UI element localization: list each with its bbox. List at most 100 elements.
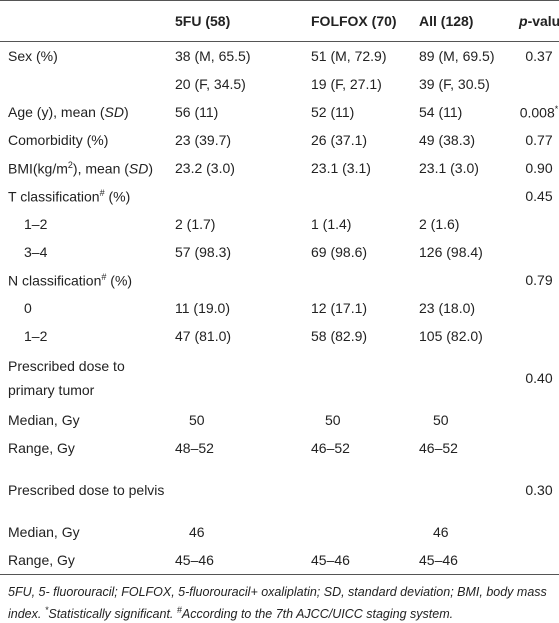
table-row: Sex (%) 38 (M, 65.5) 51 (M, 72.9) 89 (M, 69… [0, 42, 559, 71]
row-label: Range, Gy [8, 440, 75, 456]
cell: 0.79 [525, 272, 553, 288]
table-row: Prescribed dose to primary tumor 0.40 [0, 350, 559, 406]
table-row: BMI(kg/m2), mean (SD) 23.2 (3.0) 23.1 (3.1… [0, 154, 559, 182]
row-label: BMI(kg/m2), mean (SD) [0, 154, 167, 182]
cell-text: 2 [67, 159, 73, 170]
cell-text: (%) [104, 188, 131, 205]
cell [519, 210, 559, 238]
footnote-text: According to the 7th AJCC/UICC staging s… [181, 607, 454, 622]
cell-text: BMI(kg/m [8, 160, 68, 177]
table-row: 3–4 57 (98.3) 69 (98.6) 126 (98.4) [0, 238, 559, 266]
cell: 46–52 [419, 440, 458, 456]
cell [167, 266, 303, 294]
cell: 23.2 (3.0) [175, 160, 235, 176]
table-row: 20 (F, 34.5) 19 (F, 27.1) 39 (F, 30.5) [0, 70, 559, 98]
cell: 105 (82.0) [419, 328, 483, 344]
cell: 39 (F, 30.5) [419, 76, 490, 92]
cell [303, 462, 411, 518]
cell: 2 (1.6) [419, 216, 460, 232]
cell-text: * [554, 103, 559, 114]
cell: 48–52 [175, 440, 214, 456]
table-row: Comorbidity (%) 23 (39.7) 26 (37.1) 49 (38.… [0, 126, 559, 154]
table-row: 0 11 (19.0) 12 (17.1) 23 (18.0) [0, 294, 559, 322]
cell: 19 (F, 27.1) [311, 76, 382, 92]
cell: 46 [189, 524, 205, 540]
cell: 23.1 (3.0) [419, 160, 479, 176]
table-row: Range, Gy 48–52 46–52 46–52 [0, 434, 559, 462]
footnote: 5FU, 5- fluorouracil; FOLFOX, 5-fluorour… [0, 575, 559, 623]
cell: 52 (11) [311, 104, 355, 120]
cell: 1 (1.4) [311, 216, 352, 232]
cell: 57 (98.3) [175, 244, 232, 260]
row-label: Sex (%) [8, 48, 58, 64]
row-label: Comorbidity (%) [8, 132, 109, 148]
cell [519, 546, 559, 575]
header-cell: FOLFOX (70) [303, 0, 411, 42]
cell: 45–46 [303, 546, 411, 575]
table-row: N classification# (%) 0.79 [0, 266, 559, 294]
cell [303, 182, 411, 210]
cell [519, 322, 559, 350]
row-label: Median, Gy [8, 524, 80, 540]
cell: 47 (81.0) [175, 328, 232, 344]
cell [519, 294, 559, 322]
cell: 0.77 [525, 132, 553, 148]
cell [519, 406, 559, 434]
cell: 49 (38.3) [419, 132, 476, 148]
cell: 0.30 [525, 482, 553, 498]
cell [519, 434, 559, 462]
row-label: Range, Gy [0, 546, 167, 575]
cell [167, 350, 303, 406]
header-text: p [519, 13, 528, 29]
cell: 50 [189, 412, 205, 428]
cell: 126 (98.4) [419, 244, 483, 260]
row-label: 1–2 [24, 216, 48, 232]
table-row: Prescribed dose to pelvis 0.30 [0, 462, 559, 518]
cell-text: SD [104, 104, 124, 120]
cell-text: 0.008 [519, 104, 555, 121]
table-body: Sex (%) 38 (M, 65.5) 51 (M, 72.9) 89 (M, 69… [0, 42, 559, 575]
row-label: 3–4 [24, 244, 48, 260]
cell: 50 [325, 412, 341, 428]
row-label: 0 [24, 300, 32, 316]
table-row: T classification# (%) 0.45 [0, 182, 559, 210]
cell: 26 (37.1) [311, 132, 368, 148]
cell-text: Age (y), mean ( [8, 104, 105, 120]
table-row: Median, Gy 50 50 50 [0, 406, 559, 434]
cell [167, 182, 303, 210]
header-row: 5FU (58) FOLFOX (70) All (128) p-value [0, 0, 559, 42]
cell: 0.90 [525, 160, 553, 176]
cell: 38 (M, 65.5) [175, 48, 251, 64]
cell: 0.40 [525, 370, 553, 386]
row-label: T classification# (%) [0, 182, 167, 210]
header-cell: All (128) [411, 0, 519, 42]
cell: 0.37 [525, 48, 553, 64]
row-label: Prescribed dose to pelvis [8, 482, 165, 498]
cell [411, 182, 519, 210]
cell: 23 (39.7) [175, 132, 232, 148]
cell [519, 518, 559, 546]
cell: 12 (17.1) [311, 300, 368, 316]
cell: 50 [433, 412, 449, 428]
cell: 51 (M, 72.9) [311, 48, 387, 64]
row-label: 1–2 [24, 328, 48, 344]
cell: 45–46 [411, 546, 519, 575]
header-text: -value [527, 13, 559, 29]
cell [519, 70, 559, 98]
footnote-text: 5FU, 5- fluorouracil; FOLFOX, 5-fluorour… [8, 585, 547, 622]
cell: 46 [433, 524, 449, 540]
cell-text: # [99, 187, 105, 198]
row-label [0, 70, 167, 98]
header-cell [0, 0, 167, 42]
row-label: N classification# (%) [0, 266, 167, 294]
row-label: Prescribed dose to primary tumor [8, 358, 125, 398]
cell-text: # [101, 271, 107, 282]
cell: 58 (82.9) [311, 328, 368, 344]
cell-text: ) [148, 160, 154, 177]
cell: 0.008* [519, 98, 559, 126]
cell-text: (%) [106, 272, 133, 289]
cell: 20 (F, 34.5) [175, 76, 246, 92]
table-row: 1–2 2 (1.7) 1 (1.4) 2 (1.6) [0, 210, 559, 238]
row-label: Median, Gy [8, 412, 80, 428]
